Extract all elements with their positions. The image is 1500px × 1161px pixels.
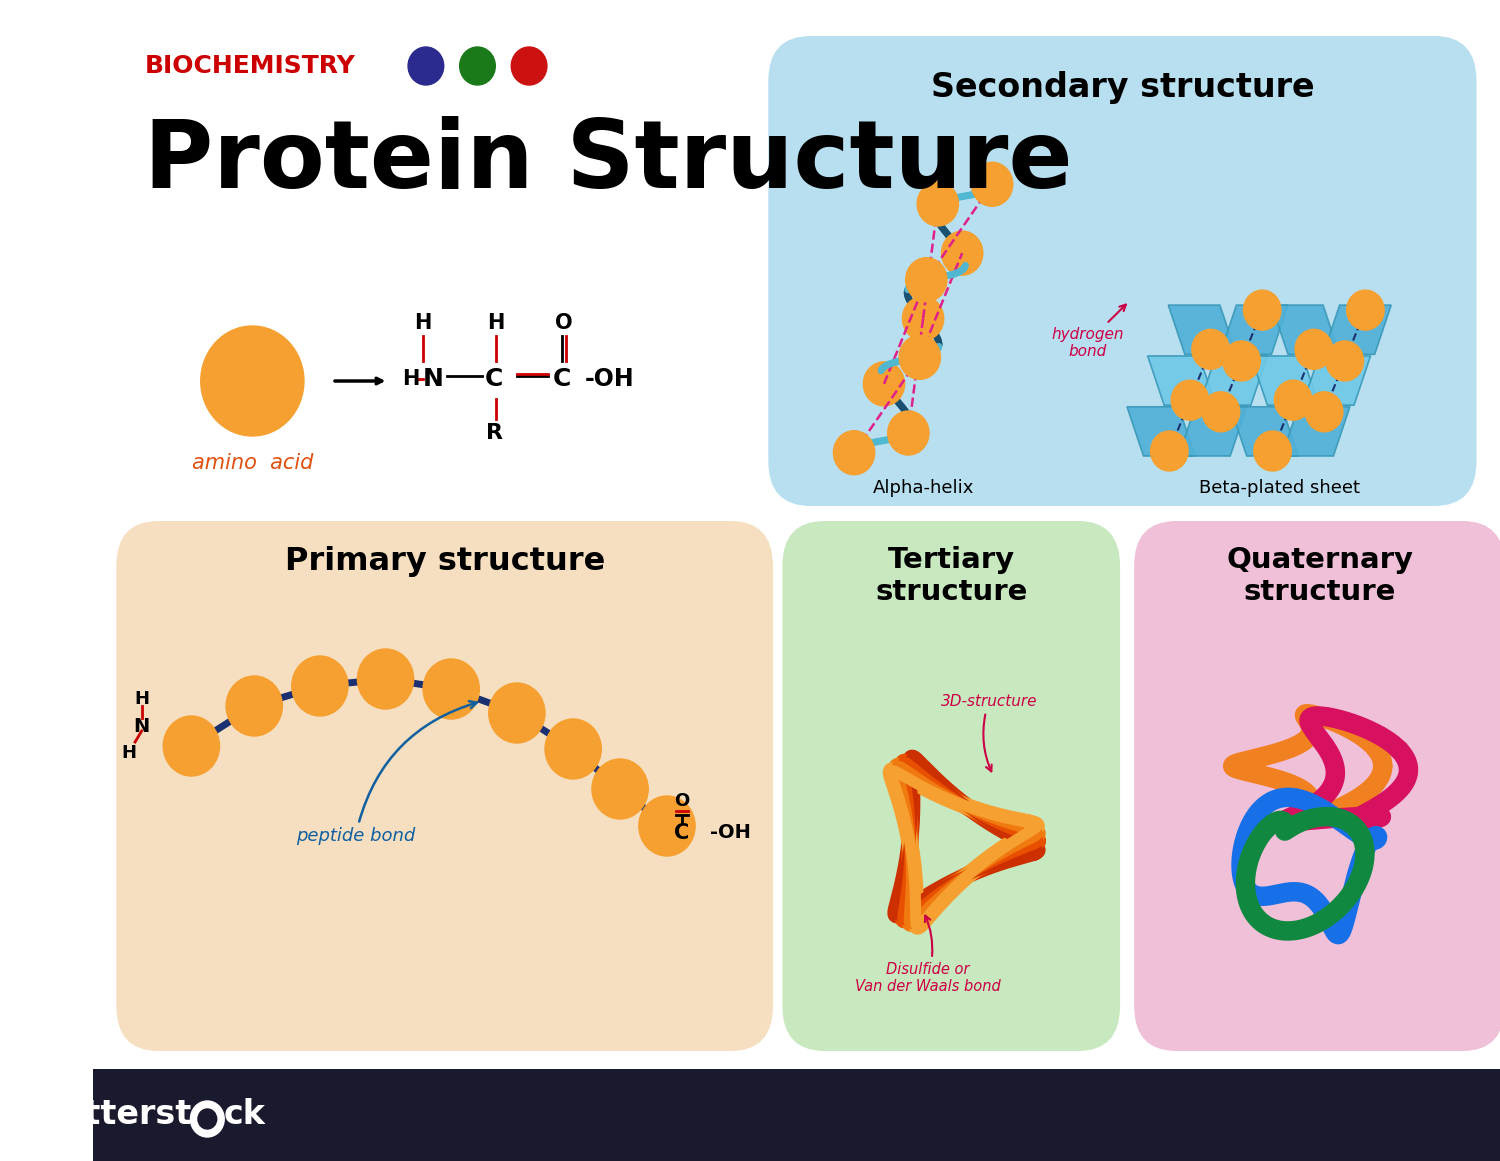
Circle shape (226, 676, 282, 736)
Text: C: C (675, 823, 690, 843)
Circle shape (544, 719, 602, 779)
Polygon shape (1302, 356, 1371, 405)
Text: H: H (122, 744, 136, 762)
Polygon shape (1126, 406, 1196, 456)
Polygon shape (1148, 356, 1216, 405)
Circle shape (1326, 341, 1364, 381)
Circle shape (834, 431, 874, 475)
Text: peptide bond: peptide bond (296, 701, 477, 845)
Circle shape (639, 796, 694, 856)
Polygon shape (1251, 356, 1318, 405)
Text: Tertiary
structure: Tertiary structure (874, 546, 1028, 606)
Text: O: O (675, 792, 690, 810)
Polygon shape (1220, 305, 1288, 354)
Circle shape (1192, 330, 1230, 369)
Text: N: N (423, 367, 444, 391)
Circle shape (1347, 290, 1384, 330)
Text: ck: ck (224, 1098, 266, 1132)
Text: O: O (555, 313, 573, 333)
Circle shape (1254, 431, 1292, 471)
Polygon shape (1179, 406, 1246, 456)
FancyBboxPatch shape (117, 521, 772, 1051)
Text: Quaternary
structure: Quaternary structure (1227, 546, 1413, 606)
Polygon shape (1200, 356, 1268, 405)
Circle shape (164, 716, 219, 776)
Circle shape (864, 362, 904, 406)
FancyBboxPatch shape (783, 521, 1120, 1051)
Circle shape (1202, 391, 1239, 432)
Circle shape (1305, 391, 1342, 432)
Circle shape (198, 1109, 216, 1128)
Circle shape (190, 1101, 224, 1137)
Circle shape (1150, 431, 1188, 471)
Text: C: C (552, 367, 572, 391)
Polygon shape (1323, 305, 1390, 354)
Text: amino  acid: amino acid (192, 453, 314, 473)
Circle shape (1172, 380, 1209, 420)
Text: Protein Structure: Protein Structure (144, 116, 1072, 208)
Text: BIOCHEMISTRY: BIOCHEMISTRY (144, 55, 356, 78)
Text: Alpha-helix: Alpha-helix (873, 479, 974, 497)
Circle shape (942, 231, 982, 275)
FancyBboxPatch shape (768, 36, 1476, 506)
Text: N: N (134, 716, 150, 736)
Text: shutterst: shutterst (16, 1098, 192, 1132)
Text: Primary structure: Primary structure (285, 546, 604, 577)
Circle shape (903, 296, 944, 340)
Polygon shape (1168, 305, 1236, 354)
Text: Beta-plated sheet: Beta-plated sheet (1198, 479, 1360, 497)
FancyBboxPatch shape (93, 1069, 1500, 1161)
Circle shape (1222, 341, 1260, 381)
Text: 3D-structure: 3D-structure (940, 694, 1036, 771)
Text: R: R (486, 423, 502, 444)
Circle shape (888, 411, 928, 455)
Circle shape (357, 649, 414, 709)
Circle shape (408, 46, 444, 85)
Text: Secondary structure: Secondary structure (932, 71, 1314, 104)
Text: H: H (134, 690, 148, 708)
Circle shape (1294, 330, 1332, 369)
Circle shape (423, 659, 480, 719)
Text: hydrogen
bond: hydrogen bond (1052, 304, 1126, 359)
Text: H: H (402, 369, 420, 389)
Text: -OH: -OH (710, 823, 752, 843)
Polygon shape (1230, 406, 1299, 456)
Circle shape (489, 683, 544, 743)
FancyBboxPatch shape (1134, 521, 1500, 1051)
Polygon shape (1272, 305, 1340, 354)
Polygon shape (1282, 406, 1350, 456)
Circle shape (592, 759, 648, 819)
Text: Disulfide or
Van der Waals bond: Disulfide or Van der Waals bond (855, 916, 1000, 994)
Circle shape (291, 656, 348, 716)
Circle shape (459, 46, 495, 85)
Circle shape (1244, 290, 1281, 330)
Text: C: C (484, 367, 504, 391)
Circle shape (1275, 380, 1312, 420)
Circle shape (201, 326, 304, 437)
Circle shape (898, 336, 940, 380)
Circle shape (972, 163, 1012, 207)
Text: -OH: -OH (585, 367, 634, 391)
Text: H: H (488, 313, 506, 333)
Circle shape (512, 46, 548, 85)
Circle shape (906, 258, 946, 302)
Text: H: H (414, 313, 432, 333)
Circle shape (916, 182, 958, 226)
